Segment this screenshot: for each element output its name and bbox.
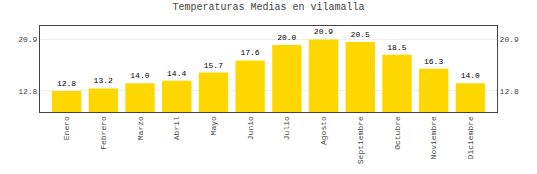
svg-text:Febrero: Febrero bbox=[99, 116, 108, 150]
svg-text:20.5: 20.5 bbox=[351, 30, 370, 39]
svg-text:Mayo: Mayo bbox=[209, 116, 218, 135]
svg-text:20.0: 20.0 bbox=[277, 33, 296, 42]
svg-text:18.5: 18.5 bbox=[387, 43, 406, 52]
svg-text:20.9: 20.9 bbox=[18, 35, 37, 44]
svg-text:15.7: 15.7 bbox=[204, 61, 223, 70]
svg-text:14.0: 14.0 bbox=[130, 71, 149, 80]
svg-text:Septiembre: Septiembre bbox=[356, 116, 365, 164]
svg-text:20.9: 20.9 bbox=[500, 35, 519, 44]
svg-text:Junio: Junio bbox=[246, 116, 255, 140]
svg-text:Diciembre: Diciembre bbox=[466, 116, 475, 159]
svg-text:Octubre: Octubre bbox=[393, 116, 402, 150]
svg-text:13.2: 13.2 bbox=[94, 76, 113, 85]
svg-text:12.8: 12.8 bbox=[500, 87, 519, 96]
svg-text:Temperaturas Medias en vilamal: Temperaturas Medias en vilamalla bbox=[172, 2, 364, 13]
svg-text:Marzo: Marzo bbox=[136, 116, 145, 140]
svg-text:Agosto: Agosto bbox=[319, 116, 328, 145]
svg-text:Noviembre: Noviembre bbox=[429, 116, 438, 159]
svg-text:Julio: Julio bbox=[282, 116, 291, 140]
svg-text:16.3: 16.3 bbox=[424, 57, 443, 66]
svg-text:20.9: 20.9 bbox=[314, 27, 333, 36]
svg-text:14.0: 14.0 bbox=[461, 71, 480, 80]
svg-text:Enero: Enero bbox=[62, 116, 71, 140]
svg-text:12.8: 12.8 bbox=[18, 87, 37, 96]
svg-text:17.6: 17.6 bbox=[240, 48, 259, 57]
svg-text:14.4: 14.4 bbox=[167, 69, 186, 78]
svg-text:12.8: 12.8 bbox=[57, 79, 76, 88]
svg-text:Abril: Abril bbox=[172, 116, 181, 140]
